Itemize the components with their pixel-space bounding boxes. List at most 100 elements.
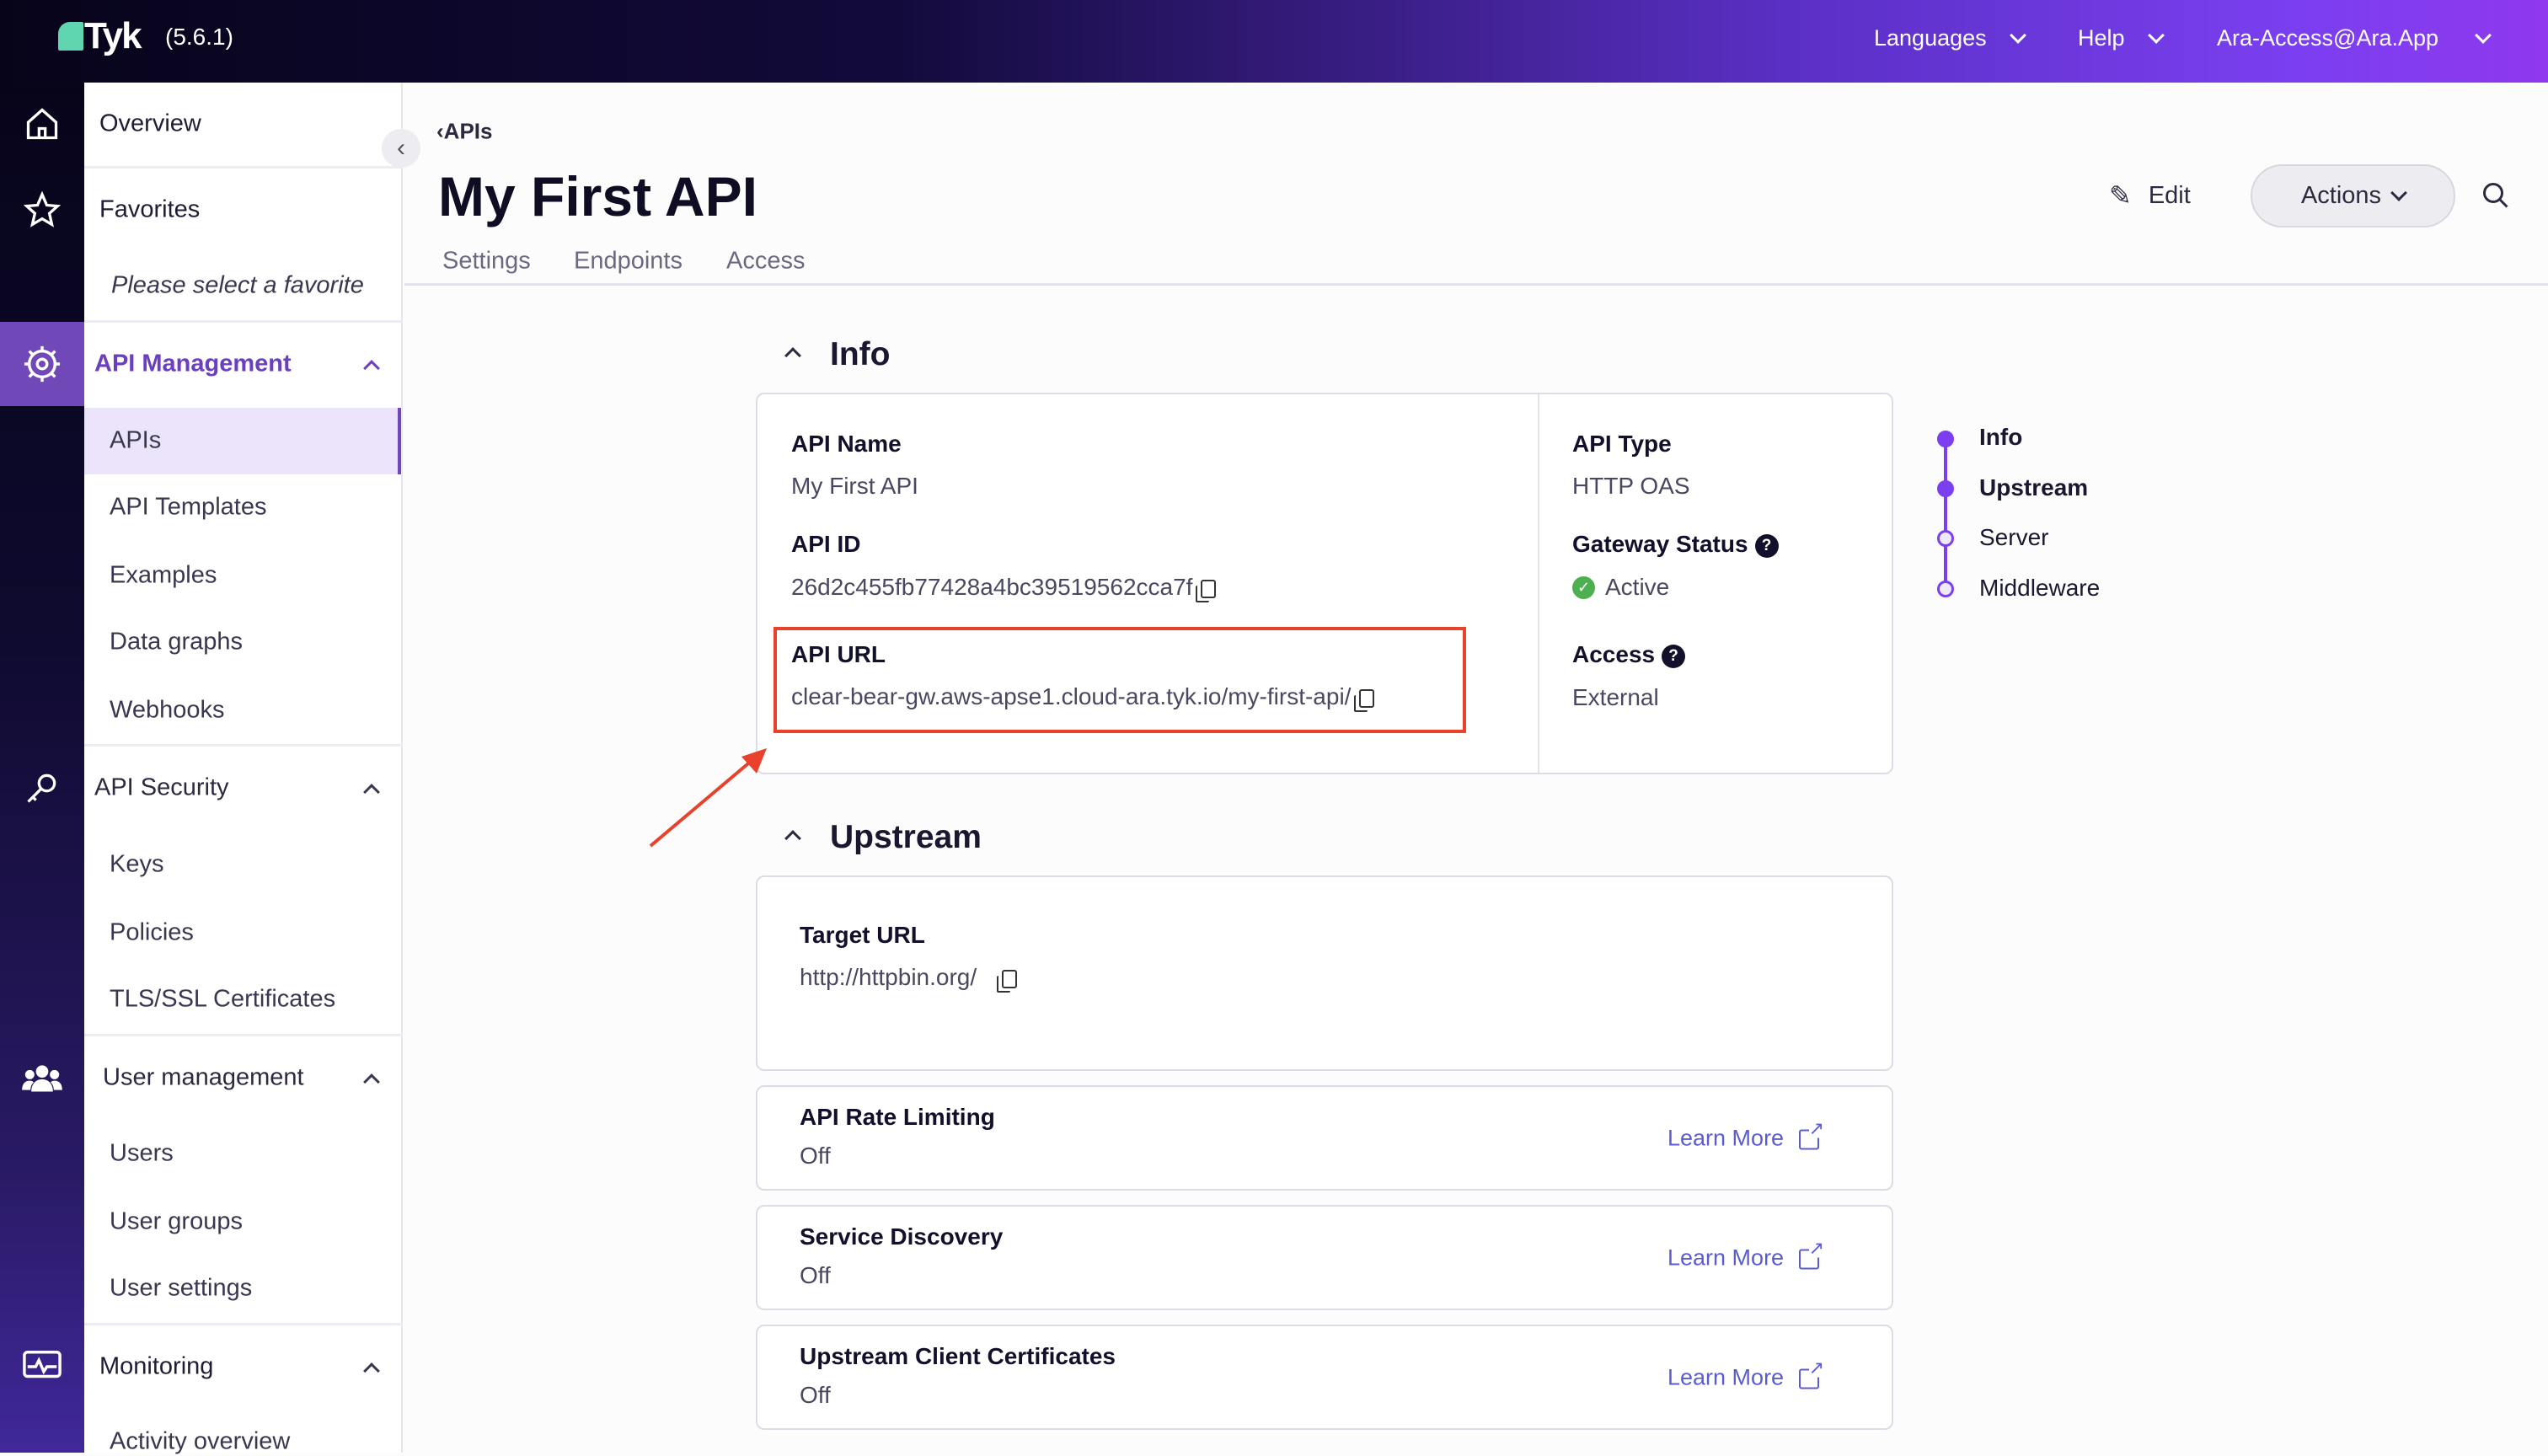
gateway-status-row: ✓ Active (1572, 574, 1669, 601)
chevron-up-icon[interactable] (363, 1073, 380, 1090)
api-id-row: 26d2c455fb77428a4bc39519562cca7f (791, 574, 1217, 602)
section-nav-dot-done (1937, 431, 1954, 447)
users-icon[interactable] (0, 1052, 84, 1103)
sidebar-section-api-security[interactable]: API Security (94, 774, 229, 801)
gateway-status-value: Active (1605, 574, 1670, 600)
sidebar-item-apis[interactable]: APIs (110, 426, 162, 454)
rail-item-api-management[interactable] (0, 322, 84, 406)
sidebar-item-examples[interactable]: Examples (110, 561, 217, 589)
upstream-heading: Upstream (830, 819, 982, 855)
collapse-info-icon[interactable] (784, 347, 801, 364)
upstream-card (756, 875, 1893, 1071)
sidebar-item-data-graphs[interactable]: Data graphs (110, 628, 243, 656)
section-nav-line (1944, 437, 1947, 589)
collapse-sidebar-button[interactable]: ‹ (382, 129, 420, 168)
tyk-logo-icon (58, 22, 83, 51)
star-icon[interactable] (0, 185, 84, 235)
sidebar-section-api-management[interactable]: API Management (94, 350, 292, 377)
learn-more-link[interactable]: Learn More (1667, 1119, 1825, 1152)
learn-more-label: Learn More (1667, 1245, 1785, 1271)
sidebar-item-favorites[interactable]: Favorites (99, 195, 201, 223)
languages-menu[interactable]: Languages (1874, 25, 2026, 51)
feature-card-rate-limiting (756, 1085, 1893, 1191)
collapse-upstream-icon[interactable] (784, 830, 801, 847)
account-label: Ara-Access@Ara.App (2217, 25, 2438, 51)
divider (84, 744, 403, 747)
client-certificates-title: Upstream Client Certificates (800, 1343, 1116, 1369)
actions-button[interactable]: Actions (2251, 164, 2455, 228)
section-nav-upstream[interactable]: Upstream (1979, 474, 2089, 500)
account-menu[interactable]: Ara-Access@Ara.App (2217, 25, 2492, 51)
top-bar: Tyk (5.6.1) Languages Help Ara-Access@Ar… (0, 0, 2548, 83)
chevron-down-icon (2009, 26, 2026, 44)
red-arrow (649, 748, 767, 848)
access-value: External (1572, 684, 1659, 710)
logo-text: Tyk (84, 15, 142, 56)
breadcrumb[interactable]: ‹APIs (436, 119, 492, 145)
feature-card-service-discovery (756, 1205, 1893, 1310)
key-icon[interactable] (0, 763, 84, 813)
tab-settings[interactable]: Settings (442, 247, 531, 275)
gateway-status-text: Gateway Status (1572, 531, 1748, 557)
actions-label: Actions (2300, 182, 2382, 209)
external-link-icon (1799, 1119, 1825, 1150)
divider (84, 166, 403, 169)
sidebar-item-user-settings[interactable]: User settings (110, 1274, 253, 1302)
pencil-icon: ✎ (2109, 180, 2132, 211)
copy-icon[interactable] (1196, 579, 1217, 602)
sidebar-item-webhooks[interactable]: Webhooks (110, 696, 225, 724)
learn-more-label: Learn More (1667, 1125, 1785, 1151)
section-nav-dot (1937, 581, 1954, 597)
sidebar-item-apis-selected[interactable] (84, 408, 401, 474)
divider (84, 1034, 403, 1036)
help-menu[interactable]: Help (2078, 25, 2165, 51)
gateway-status-label: Gateway Status? (1572, 531, 1779, 558)
api-url-label: API URL (791, 641, 886, 667)
help-icon[interactable]: ? (1662, 644, 1686, 668)
home-icon[interactable] (0, 99, 84, 149)
chevron-down-icon (2390, 184, 2407, 201)
external-link-icon (1799, 1358, 1825, 1389)
edit-button[interactable]: ✎ Edit (2109, 179, 2191, 211)
section-nav-dot (1937, 530, 1954, 547)
tab-endpoints[interactable]: Endpoints (574, 247, 682, 275)
copy-icon[interactable] (997, 969, 1018, 993)
service-discovery-value: Off (800, 1262, 831, 1288)
chevron-down-icon (2147, 26, 2165, 44)
breadcrumb-apis[interactable]: APIs (443, 118, 493, 144)
info-card (756, 393, 1893, 774)
api-type-label: API Type (1572, 431, 1672, 457)
section-nav-middleware[interactable]: Middleware (1979, 575, 2101, 601)
divider (84, 320, 403, 323)
sidebar-item-users[interactable]: Users (110, 1139, 174, 1167)
monitor-icon[interactable] (0, 1341, 84, 1392)
sidebar-section-monitoring[interactable]: Monitoring (99, 1352, 214, 1380)
chevron-up-icon[interactable] (363, 784, 380, 800)
section-nav-server[interactable]: Server (1979, 524, 2049, 550)
copy-icon[interactable] (1354, 688, 1375, 712)
highlight-box (774, 627, 1466, 733)
chevron-up-icon[interactable] (363, 360, 380, 377)
sidebar-item-tls[interactable]: TLS/SSL Certificates (110, 985, 336, 1013)
sidebar-item-user-groups[interactable]: User groups (110, 1207, 243, 1235)
api-gear-icon (0, 339, 84, 389)
help-icon[interactable]: ? (1754, 533, 1779, 558)
divider (84, 1323, 403, 1325)
edit-label: Edit (2148, 181, 2191, 209)
sidebar-item-activity-overview[interactable]: Activity overview (110, 1427, 291, 1455)
divider (1538, 394, 1539, 773)
target-url-label: Target URL (800, 922, 925, 948)
search-icon[interactable] (2481, 180, 2511, 215)
learn-more-link[interactable]: Learn More (1667, 1358, 1825, 1391)
sidebar-item-overview[interactable]: Overview (99, 110, 201, 137)
help-label: Help (2078, 25, 2125, 51)
sidebar-section-user-management[interactable]: User management (103, 1063, 304, 1091)
access-text: Access (1572, 641, 1656, 667)
sidebar-item-keys[interactable]: Keys (110, 850, 164, 878)
tab-access[interactable]: Access (726, 247, 806, 275)
chevron-up-icon[interactable] (363, 1362, 380, 1379)
sidebar-item-policies[interactable]: Policies (110, 918, 194, 946)
learn-more-link[interactable]: Learn More (1667, 1239, 1825, 1271)
sidebar-item-api-templates[interactable]: API Templates (110, 493, 267, 521)
section-nav-info[interactable]: Info (1979, 424, 2023, 450)
